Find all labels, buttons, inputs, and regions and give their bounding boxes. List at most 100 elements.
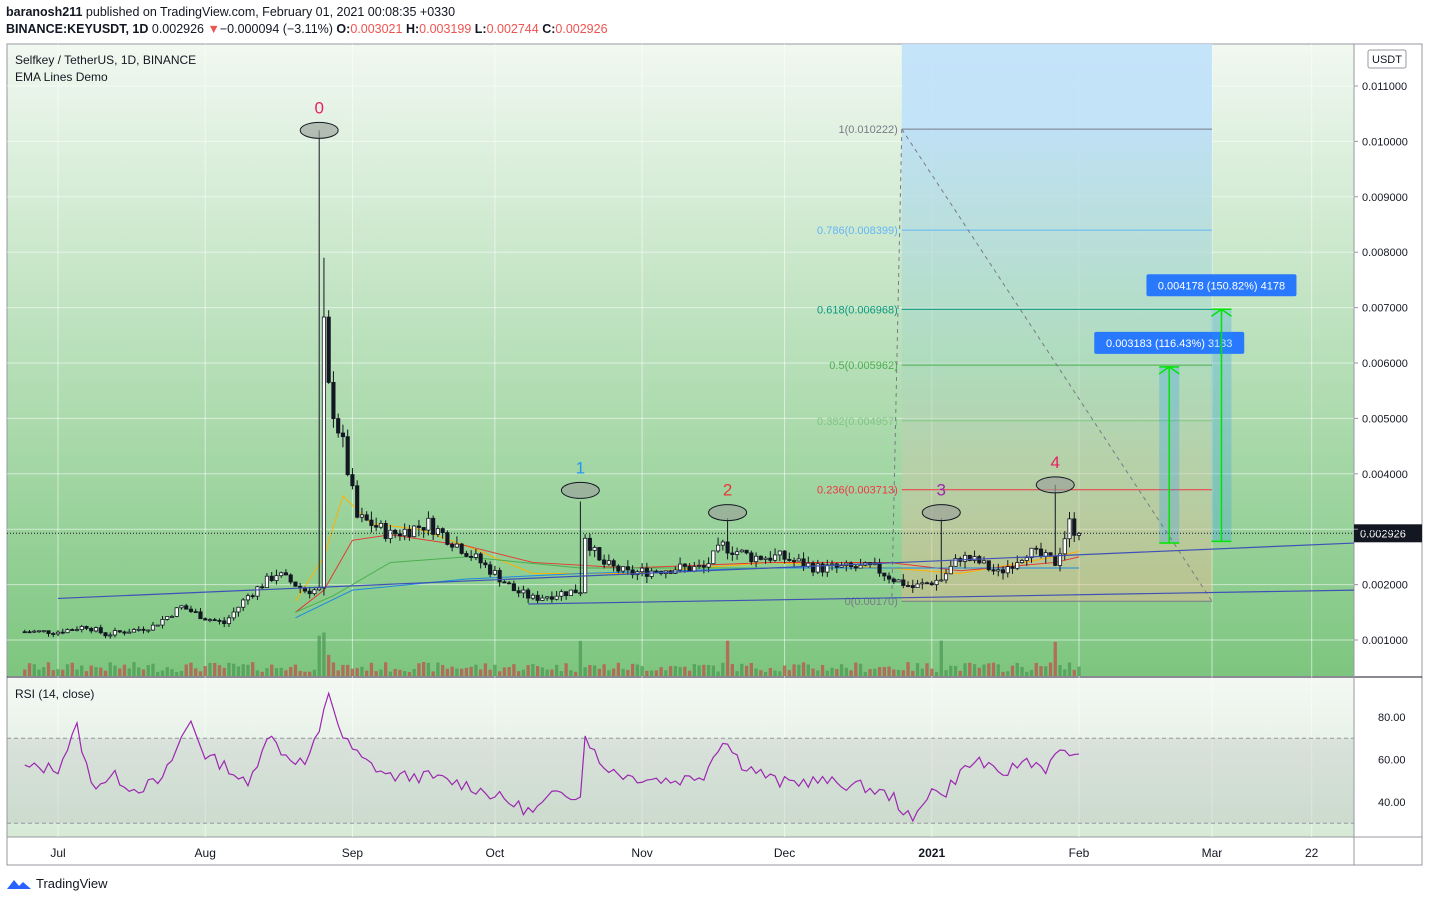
- volume-bar: [75, 669, 79, 676]
- candle: [720, 539, 725, 551]
- candle: [768, 551, 773, 563]
- wave-label: 3: [937, 481, 946, 500]
- volume-bar: [165, 667, 169, 676]
- candle-body: [65, 629, 70, 634]
- candle: [74, 626, 80, 632]
- candle: [226, 614, 232, 627]
- candle: [188, 605, 194, 614]
- volume-bar: [365, 670, 369, 676]
- volume-bar: [89, 665, 93, 676]
- candle: [60, 628, 65, 635]
- candle-body: [592, 547, 597, 551]
- candle: [374, 517, 379, 532]
- candle: [46, 630, 51, 637]
- volume-bar: [977, 667, 981, 676]
- wave-marker-ellipse: [1035, 476, 1075, 494]
- tradingview-logo[interactable]: TradingView: [6, 876, 108, 891]
- candle-body: [981, 560, 987, 564]
- candle: [564, 591, 569, 600]
- currency-button[interactable]: [1367, 49, 1407, 69]
- candle: [65, 628, 70, 634]
- candle-body: [687, 566, 692, 572]
- candle: [70, 628, 75, 631]
- candle-body: [521, 589, 526, 594]
- volume-bar: [464, 667, 469, 676]
- candle-body: [36, 630, 42, 633]
- candle-body: [701, 565, 706, 568]
- candle: [241, 597, 246, 612]
- candle: [815, 559, 820, 575]
- candle-body: [735, 551, 740, 555]
- measure-label: 0.004178 (150.82%) 4178: [1158, 280, 1285, 292]
- publish-info: baranosh211 published on TradingView.com…: [6, 5, 455, 19]
- candle-body: [402, 528, 407, 537]
- tradingview-logo-icon: [7, 879, 31, 889]
- fib-level-label: 0.382(0.004957): [817, 416, 898, 428]
- candle: [483, 559, 488, 569]
- candle-body: [768, 557, 773, 561]
- time-tick-label: Jul: [50, 846, 65, 860]
- candle: [697, 559, 702, 569]
- volume-bar: [958, 670, 962, 676]
- volume-bar: [806, 664, 810, 676]
- candle: [972, 550, 977, 564]
- volume-bar: [668, 666, 673, 676]
- author-name[interactable]: baranosh211: [6, 5, 83, 19]
- candle-body: [264, 575, 270, 588]
- candle-body: [744, 549, 749, 554]
- candle-body: [511, 583, 516, 592]
- volume-bar: [673, 665, 678, 676]
- volume-bar: [459, 668, 464, 676]
- volume-bar: [635, 664, 640, 676]
- candle: [459, 542, 464, 555]
- candle-body: [716, 544, 721, 552]
- candle: [811, 560, 816, 577]
- volume-bar: [982, 664, 986, 676]
- candle: [1005, 560, 1010, 578]
- volume-bar: [151, 663, 155, 676]
- candle: [169, 614, 175, 618]
- volume-bar: [284, 670, 288, 676]
- candle: [739, 548, 744, 553]
- time-tick-label: Oct: [486, 846, 505, 860]
- volume-bar: [573, 671, 578, 676]
- candle: [388, 524, 393, 544]
- volume-bar: [873, 668, 877, 676]
- candle-body: [483, 562, 488, 566]
- brand-name: TradingView: [36, 876, 108, 891]
- volume-bar: [412, 668, 416, 676]
- candle-body: [654, 570, 659, 573]
- candle-body: [127, 631, 132, 634]
- candle: [435, 525, 440, 538]
- volume-bar: [445, 668, 450, 676]
- candle-body: [288, 574, 293, 583]
- candle-body: [355, 485, 360, 518]
- candle-body: [60, 631, 65, 634]
- candle-body: [431, 517, 436, 535]
- candle: [141, 626, 146, 634]
- volume-bar: [32, 664, 36, 676]
- candle-body: [41, 630, 46, 633]
- candle-body: [74, 629, 80, 631]
- volume-bar: [863, 671, 867, 676]
- volume-bar: [37, 669, 41, 676]
- volume-bar: [1010, 665, 1015, 676]
- candle-body: [630, 569, 635, 576]
- candle: [1000, 566, 1006, 580]
- candle-body: [155, 624, 160, 627]
- candle-body: [535, 594, 540, 601]
- candle-body: [611, 560, 616, 567]
- volume-bar: [949, 665, 953, 676]
- volume-bar: [46, 662, 51, 676]
- rsi-title: RSI (14, close): [15, 687, 94, 701]
- candle: [981, 556, 987, 564]
- volume-bar: [497, 671, 502, 676]
- volume-bar: [521, 669, 526, 676]
- candle-body: [492, 570, 497, 575]
- candle: [340, 424, 345, 448]
- volume-bar: [127, 668, 131, 676]
- wave-label: 0: [314, 98, 323, 117]
- candle-body: [773, 554, 778, 561]
- candle-body: [416, 525, 421, 528]
